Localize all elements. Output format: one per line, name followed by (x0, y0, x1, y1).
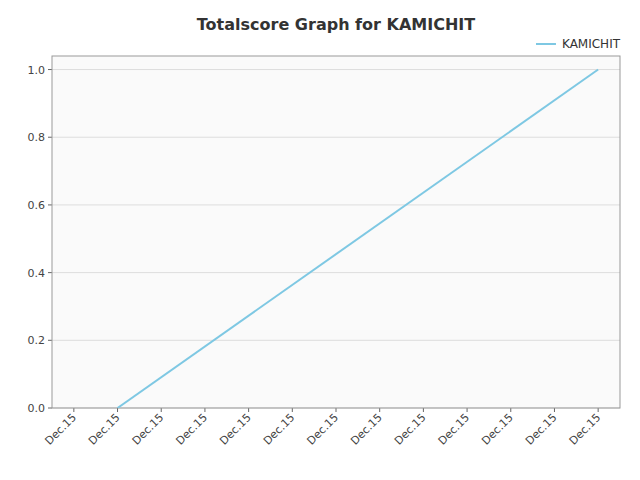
x-tick (117, 408, 118, 412)
chart-svg: 0.00.20.40.60.81.0Dec.15Dec.15Dec.15Dec.… (0, 0, 640, 480)
chart-container: 0.00.20.40.60.81.0Dec.15Dec.15Dec.15Dec.… (0, 0, 640, 480)
y-tick-label: 1.0 (28, 64, 46, 77)
y-tick (48, 408, 52, 409)
x-tick-label: Dec.15 (479, 411, 516, 448)
x-tick-label: Dec.15 (86, 411, 123, 448)
y-tick-label: 0.0 (28, 402, 46, 415)
y-tick (48, 69, 52, 70)
line-series (118, 70, 599, 408)
legend: KAMICHIT (536, 37, 621, 51)
x-tick (379, 408, 380, 412)
grid-line (52, 204, 620, 205)
y-tick-label: 0.4 (28, 267, 46, 280)
grid-line (52, 272, 620, 273)
grid-line (52, 340, 620, 341)
x-tick-label: Dec.15 (523, 411, 560, 448)
x-tick-label: Dec.15 (567, 411, 604, 448)
x-tick (598, 408, 599, 412)
y-tick (48, 137, 52, 138)
x-tick (554, 408, 555, 412)
y-tick (48, 204, 52, 205)
x-tick (336, 408, 337, 412)
x-tick (510, 408, 511, 412)
y-tick-label: 0.6 (28, 199, 46, 212)
legend-label: KAMICHIT (562, 37, 621, 51)
x-tick-label: Dec.15 (217, 411, 254, 448)
grid-line (52, 137, 620, 138)
x-tick (423, 408, 424, 412)
y-tick-label: 0.2 (28, 334, 46, 347)
y-tick (48, 340, 52, 341)
x-tick (204, 408, 205, 412)
x-tick-label: Dec.15 (436, 411, 473, 448)
y-tick (48, 272, 52, 273)
x-tick-label: Dec.15 (392, 411, 429, 448)
x-tick (161, 408, 162, 412)
x-tick-label: Dec.15 (305, 411, 342, 448)
x-tick (292, 408, 293, 412)
x-tick-label: Dec.15 (42, 411, 79, 448)
legend-swatch (536, 43, 556, 45)
y-tick-label: 0.8 (28, 131, 46, 144)
x-tick (467, 408, 468, 412)
plot-frame (52, 56, 620, 408)
x-tick-label: Dec.15 (348, 411, 385, 448)
plot-background (52, 56, 620, 408)
x-tick (73, 408, 74, 412)
x-tick (248, 408, 249, 412)
x-tick-label: Dec.15 (261, 411, 298, 448)
x-tick-label: Dec.15 (130, 411, 167, 448)
x-tick-label: Dec.15 (173, 411, 210, 448)
grid-line (52, 69, 620, 70)
chart-title: Totalscore Graph for KAMICHIT (197, 15, 475, 34)
series-group (118, 70, 599, 408)
